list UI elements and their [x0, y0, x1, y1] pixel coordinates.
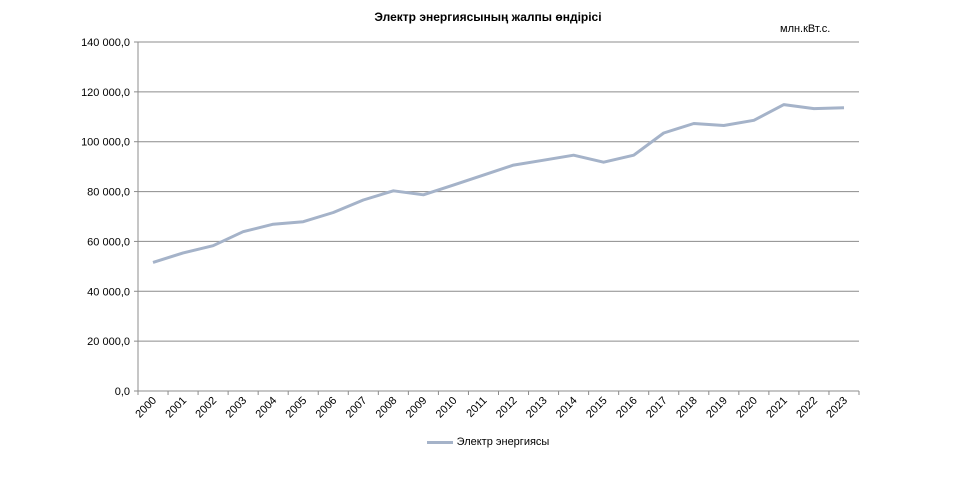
legend-swatch	[426, 440, 453, 444]
y-tick-label: 80 000,0	[87, 187, 130, 199]
x-tick-label: 2019	[704, 395, 730, 421]
x-tick-label: 2023	[824, 395, 850, 421]
x-tick-label: 2016	[614, 395, 640, 421]
y-tick-label: 0,0	[115, 386, 130, 398]
x-tick-label: 2012	[494, 395, 520, 421]
x-tick-label: 2020	[734, 395, 760, 421]
x-tick-label: 2008	[374, 395, 400, 421]
x-tick-label: 2003	[223, 395, 249, 421]
x-tick-label: 2017	[644, 395, 670, 421]
x-tick-label: 2009	[404, 395, 430, 421]
x-tick-label: 2001	[163, 395, 189, 421]
y-tick-label: 140 000,0	[81, 37, 130, 49]
y-tick-label: 60 000,0	[87, 236, 130, 248]
x-tick-label: 2010	[434, 395, 460, 421]
x-tick-label: 2005	[284, 395, 310, 421]
chart-title: Электр энергиясының жалпы өндірісі	[374, 10, 602, 24]
y-tick-label: 120 000,0	[81, 87, 130, 99]
x-tick-label: 2021	[764, 395, 790, 421]
legend: Электр энергиясы	[0, 436, 976, 448]
x-tick-label: 2011	[464, 395, 489, 420]
unit-label: млн.кВт.с.	[780, 23, 831, 35]
x-tick-label: 2007	[344, 395, 370, 421]
x-tick-label: 2014	[554, 395, 580, 421]
x-tick-label: 2022	[794, 395, 820, 421]
x-tick-label: 2004	[254, 395, 280, 421]
x-tick-label: 2002	[193, 395, 219, 421]
x-tick-label: 2015	[584, 395, 610, 421]
x-tick-label: 2018	[674, 395, 700, 421]
y-tick-label: 40 000,0	[87, 286, 130, 298]
y-tick-label: 100 000,0	[81, 137, 130, 149]
x-tick-label: 2006	[314, 395, 340, 421]
legend-label: Электр энергиясы	[456, 436, 550, 448]
x-tick-label: 2000	[133, 395, 159, 421]
y-tick-label: 20 000,0	[87, 336, 130, 348]
x-tick-label: 2013	[524, 395, 550, 421]
series-line	[152, 103, 845, 264]
